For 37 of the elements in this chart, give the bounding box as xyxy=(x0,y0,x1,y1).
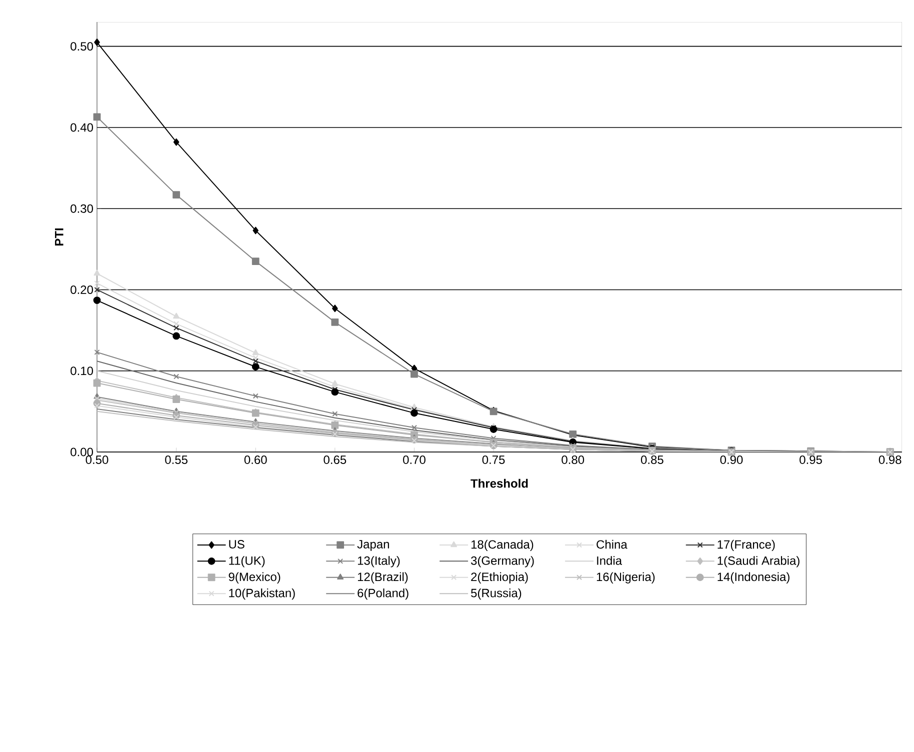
legend-label: US xyxy=(229,540,244,549)
legend-label: Japan xyxy=(357,540,389,551)
legend-label: 5(Russia) xyxy=(471,588,522,600)
x-tick-label: 0.90 xyxy=(720,456,743,464)
x-tick-label: 0.98 xyxy=(878,456,902,464)
x-tick-label: 0.60 xyxy=(244,456,267,464)
x-tick-label: 0.85 xyxy=(640,456,664,464)
legend-label: 11(UK) xyxy=(229,556,265,568)
legend-label: 12(Brazil) xyxy=(358,572,408,584)
x-tick-label: 0.70 xyxy=(403,456,426,464)
legend-label: 13(Italy) xyxy=(358,556,400,568)
y-tick-label: 0.20 xyxy=(70,285,94,294)
x-tick-label: 0.80 xyxy=(562,456,584,464)
legend-label: 14(Indonesia) xyxy=(718,572,790,584)
legend-label: 9(Mexico) xyxy=(228,572,280,584)
y-tick-label: 0.30 xyxy=(70,204,94,213)
y-tick-label: 0.40 xyxy=(70,123,94,132)
y-tick-label: 0.00 xyxy=(70,448,94,456)
y-axis-title: PTI xyxy=(55,228,64,246)
legend-label: 17(France) xyxy=(718,540,775,552)
legend-label: 10(Pakistan) xyxy=(229,588,295,600)
legend-label: 16(Nigeria) xyxy=(596,572,655,584)
x-tick-label: 0.55 xyxy=(165,456,188,464)
x-tick-label: 0.95 xyxy=(800,456,822,464)
legend-label: 6(Poland) xyxy=(358,588,408,600)
x-tick-label: 0.50 xyxy=(86,456,108,464)
legend-label: 1(Saudi Arabia) xyxy=(718,556,800,568)
legend-label: 3(Germany) xyxy=(471,556,534,568)
legend-label: 18(Canada) xyxy=(471,540,534,552)
x-tick-label: 0.65 xyxy=(324,456,346,464)
y-tick-label: 0.10 xyxy=(70,366,94,376)
legend-label: 2(Ethiopia) xyxy=(471,572,528,584)
x-tick-label: 0.75 xyxy=(482,456,505,464)
x-axis-title: Threshold xyxy=(470,478,528,488)
legend-label: India xyxy=(597,556,622,565)
legend-label: China xyxy=(596,540,628,549)
y-tick-label: 0.50 xyxy=(70,42,94,51)
